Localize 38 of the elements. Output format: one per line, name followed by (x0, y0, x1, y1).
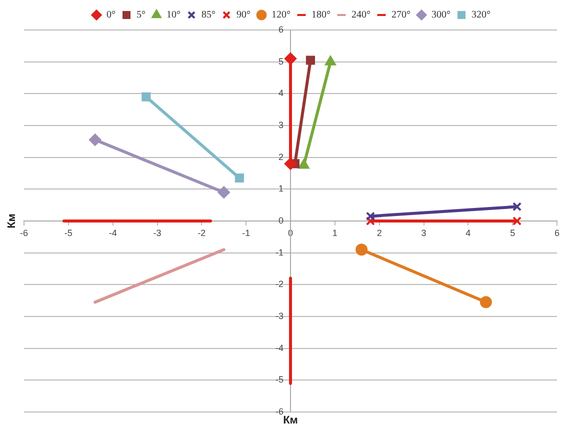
x-tick-label: -5 (64, 228, 72, 238)
y-tick-label: 1 (278, 184, 284, 194)
x-tick-label: 3 (421, 228, 426, 238)
y-tick-label: -6 (275, 406, 284, 416)
y-axis-title: Км (6, 214, 18, 228)
legend-label: 240° (352, 10, 370, 21)
x-tick-label: 4 (466, 228, 471, 238)
legend-label: 90° (236, 10, 250, 21)
y-tick-label: 3 (278, 120, 284, 130)
legend-label: 320° (471, 10, 490, 21)
x-tick-label: 5 (510, 228, 516, 238)
y-tick-label: 4 (278, 88, 284, 98)
x-tick-label: -6 (20, 228, 28, 238)
x-tick-label: 1 (332, 228, 338, 238)
x-tick-label: -2 (198, 228, 206, 238)
legend-label: 85° (202, 10, 216, 21)
y-tick-label: 2 (278, 152, 284, 162)
legend-label: 270° (392, 10, 410, 21)
y-tick-label: 0 (278, 215, 284, 226)
y-tick-label: -5 (275, 374, 284, 385)
y-tick-label: 6 (278, 24, 284, 34)
x-tick-label: 2 (376, 228, 382, 238)
legend-label: 10° (166, 10, 181, 21)
y-tick-label: -4 (275, 342, 284, 353)
x-tick-label: -4 (108, 228, 117, 238)
legend-label: 5° (136, 10, 146, 21)
y-tick-label: -3 (275, 310, 284, 321)
y-tick-label: 5 (278, 56, 284, 66)
legend-label: 120° (272, 10, 290, 21)
x-axis-title: Км (283, 414, 298, 427)
y-tick-label: -1 (275, 247, 284, 258)
legend-label: 300° (431, 10, 450, 21)
x-tick-label: -1 (242, 228, 250, 238)
y-tick-label: -2 (275, 279, 284, 290)
legend-label: 0° (106, 10, 116, 21)
x-tick-label: 6 (554, 228, 560, 238)
x-tick-label: -3 (153, 228, 162, 238)
legend-label: 180° (312, 10, 330, 21)
